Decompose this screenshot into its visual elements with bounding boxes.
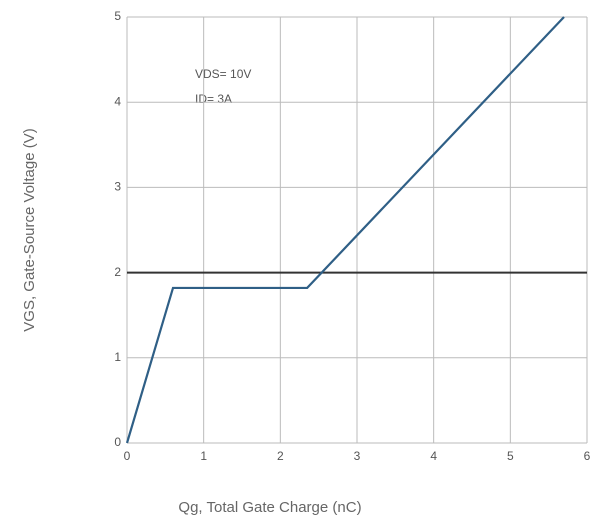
y-tick-label: 5	[114, 9, 121, 23]
y-axis-label: VGS, Gate-Source Voltage (V)	[21, 128, 38, 331]
y-tick-label: 2	[114, 265, 121, 279]
y-tick-label: 1	[114, 350, 121, 364]
x-axis-label: Qg, Total Gate Charge (nC)	[178, 499, 361, 516]
x-tick-label: 3	[354, 449, 361, 463]
data-line	[125, 16, 565, 444]
x-tick-label: 4	[430, 449, 437, 463]
x-tick-label: 0	[124, 449, 131, 463]
y-tick-label: 3	[114, 180, 121, 194]
x-tick-label: 5	[507, 449, 514, 463]
x-tick-label: 6	[584, 449, 591, 463]
x-tick-label: 2	[277, 449, 284, 463]
y-tick-label: 0	[114, 435, 121, 449]
annotation: ID= 3A	[195, 92, 232, 106]
x-tick-label: 1	[200, 449, 207, 463]
annotation: VDS= 10V	[195, 67, 251, 81]
y-tick-label: 4	[114, 94, 121, 108]
